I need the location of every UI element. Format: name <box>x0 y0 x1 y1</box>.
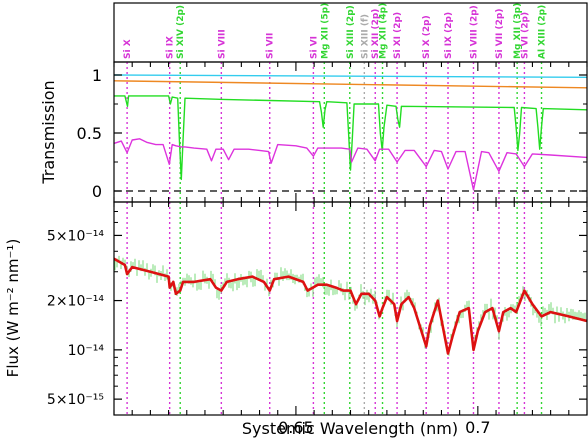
bottom-x-ticks: 0.65 0.7 <box>113 62 588 437</box>
line-label: Si VI (2p) <box>520 12 530 59</box>
transmission-series <box>114 95 587 181</box>
line-label: Si X <box>123 39 133 59</box>
bottom-plot-frame <box>113 201 588 416</box>
y-tick-label: 1 <box>92 66 102 85</box>
bottom-line-markers <box>126 202 543 415</box>
top-panel: 00.51 Transmission <box>39 62 587 202</box>
bottom-y-axis-label: Flux (W m⁻² nm⁻¹) <box>4 239 22 378</box>
x-tick-label: 0.7 <box>465 418 490 437</box>
top-y-axis-label: Transmission <box>39 80 58 184</box>
line-label: Si VIII <box>217 29 227 59</box>
transmission-series <box>114 74 587 78</box>
x-tick-label: 0.65 <box>278 418 314 437</box>
line-label: Mg XII (5p) <box>320 3 330 59</box>
bottom-panel: 5×10⁻¹⁴ 2×10⁻¹⁴ 10⁻¹⁴ 5×10⁻¹⁵ 0.65 0.7 Flux … <box>4 62 588 438</box>
line-label: Si IX (2p) <box>444 12 454 59</box>
bottom-series <box>114 257 587 355</box>
line-label: Mg XII (4p) <box>379 3 389 59</box>
line-label: Al XIII (2p) <box>538 5 548 59</box>
line-label: Si X (2p) <box>422 15 432 59</box>
y-tick-label: 2×10⁻¹⁴ <box>47 294 104 310</box>
line-label: Si XIII (2p) <box>346 5 356 59</box>
observed-flux-data <box>114 255 586 356</box>
y-tick-label: 5×10⁻¹⁴ <box>47 228 104 244</box>
transmission-series <box>114 80 587 89</box>
top-series <box>114 74 587 191</box>
top-line-markers <box>126 62 543 202</box>
line-label: Si XIV (2p) <box>176 5 186 59</box>
y-tick-label: 5×10⁻¹⁵ <box>47 392 104 408</box>
line-label: Si IX <box>166 36 176 59</box>
line-label: Mg XII (3p) <box>513 3 523 59</box>
line-label: Si XII (2p) <box>371 9 381 59</box>
model-flux-series <box>114 257 587 355</box>
line-label: Si XI (2p) <box>393 12 403 59</box>
line-labels: Si X Si IX Si XIV (2p) Si VIII Si VII Si VI Mg… <box>123 3 547 59</box>
top-y-ticks: 00.51 <box>77 66 587 201</box>
line-label: Si XIII (f) <box>360 14 370 59</box>
y-tick-label: 10⁻¹⁴ <box>68 343 105 359</box>
line-label: Si VII <box>266 33 276 59</box>
line-label: Si VIII (2p) <box>469 5 479 59</box>
y-tick-label: 0 <box>92 182 102 201</box>
bottom-y-ticks: 5×10⁻¹⁴ 2×10⁻¹⁴ 10⁻¹⁴ 5×10⁻¹⁵ <box>47 210 587 416</box>
transmission-series <box>114 138 587 191</box>
line-label: Si VI <box>309 36 319 59</box>
x-axis-label: Systemic Wavelength (nm) <box>242 419 458 438</box>
line-label: Si VII (2p) <box>495 9 505 59</box>
y-tick-label: 0.5 <box>77 124 102 143</box>
